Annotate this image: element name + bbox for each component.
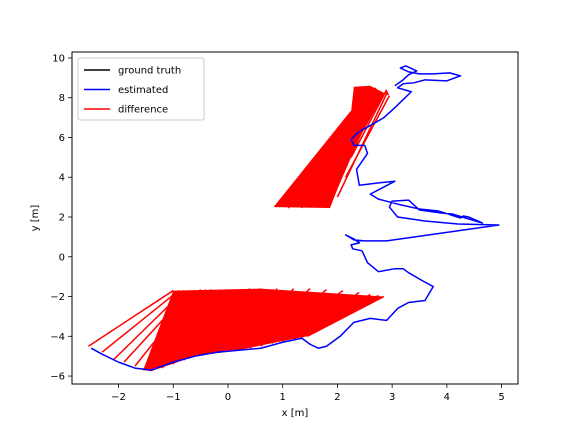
- difference-region-upper: [274, 85, 390, 209]
- legend-label-estimated: estimated: [118, 85, 168, 96]
- legend-box: [77, 57, 205, 121]
- x-tick-label: 0: [225, 392, 231, 403]
- x-tick-label: 1: [279, 392, 285, 403]
- y-tick-label: 4: [59, 173, 65, 184]
- y-tick-label: 0: [59, 252, 65, 263]
- legend-label-ground-truth: ground truth: [118, 66, 181, 77]
- difference-line: [344, 95, 391, 178]
- y-tick-label: 8: [59, 93, 65, 104]
- y-tick-label: 10: [52, 53, 65, 64]
- difference-region-lower: [143, 288, 384, 372]
- y-axis-ticks: −6 −4 −2 0 2 4 6 8 10: [50, 53, 72, 383]
- series-line-estimated: [90, 65, 500, 371]
- y-tick-label: 2: [59, 213, 65, 224]
- y-tick-label: −2: [50, 292, 65, 303]
- x-axis-ticks: −2 −1 0 1 2 3 4 5: [111, 384, 505, 403]
- y-tick-label: −6: [50, 372, 65, 383]
- legend-label-difference: difference: [118, 105, 168, 116]
- plot-frame: [71, 51, 519, 385]
- series-lines: [90, 65, 500, 371]
- legend: ground truth estimated difference: [77, 57, 205, 121]
- x-tick-label: 4: [444, 392, 450, 403]
- x-tick-label: −2: [111, 392, 126, 403]
- x-tick-label: −1: [166, 392, 181, 403]
- y-axis-label: y [m]: [30, 205, 41, 232]
- difference-line: [88, 289, 174, 347]
- x-tick-label: 5: [498, 392, 504, 403]
- x-axis-label: x [m]: [282, 408, 309, 419]
- x-tick-label: 2: [334, 392, 340, 403]
- difference-lines: [88, 85, 391, 372]
- y-tick-label: −4: [50, 332, 65, 343]
- difference-line: [101, 289, 180, 353]
- x-tick-label: 3: [389, 392, 395, 403]
- y-tick-label: 6: [59, 133, 65, 144]
